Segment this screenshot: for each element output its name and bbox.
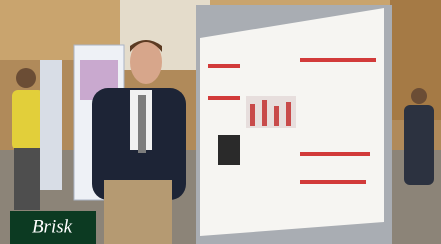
- poster-chart-bar: [274, 106, 279, 126]
- background-person-head: [411, 88, 427, 104]
- poster-heading: [208, 64, 240, 68]
- person-legs: [14, 148, 40, 210]
- person-head: [16, 68, 36, 88]
- man-tie: [138, 95, 146, 153]
- poster-heading: [300, 152, 370, 156]
- photo: Brisk: [0, 0, 441, 244]
- poster-heading: [208, 96, 240, 100]
- poster-board: [40, 60, 62, 190]
- poster-chart-bar: [250, 104, 255, 126]
- person-yellow-shirt: [12, 90, 44, 150]
- caption: Brisk: [32, 216, 73, 237]
- background-person: [404, 105, 434, 185]
- poster-chart-bar: [262, 100, 267, 126]
- poster-heading: [300, 58, 376, 62]
- man-trousers: [104, 180, 172, 244]
- poster-image: [218, 135, 240, 165]
- poster-chart-bar: [286, 102, 291, 126]
- poster-heading: [300, 180, 366, 184]
